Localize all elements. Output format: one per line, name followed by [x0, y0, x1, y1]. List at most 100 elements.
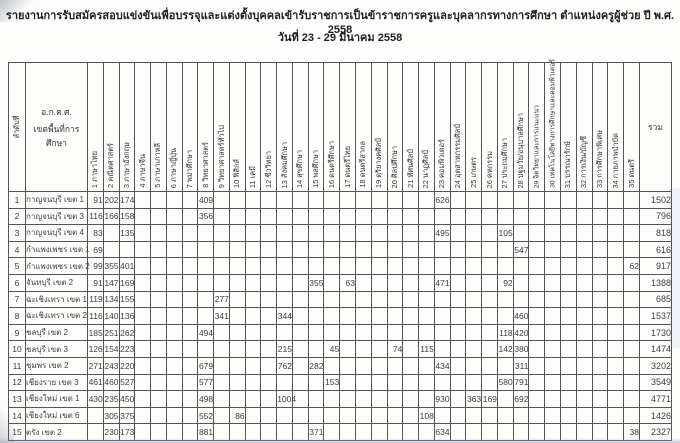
value-cell: 495	[433, 224, 451, 242]
value-cell	[260, 240, 278, 259]
value-cell	[607, 356, 625, 375]
value-cell	[418, 240, 435, 259]
value-cell	[607, 340, 625, 358]
value-cell	[575, 323, 593, 342]
value-cell	[591, 207, 609, 226]
value-cell	[528, 356, 546, 375]
value-cell: 62	[623, 257, 640, 275]
subject-column-label: 19 ดุริยางคศิลป์	[374, 138, 384, 188]
value-cell	[276, 290, 293, 309]
value-cell	[370, 240, 388, 259]
value-cell: 305	[102, 406, 120, 425]
value-cell	[244, 207, 262, 226]
value-cell	[591, 290, 609, 309]
value-cell	[512, 273, 530, 292]
value-cell	[465, 224, 483, 242]
value-cell	[323, 390, 341, 408]
area-name-cell: ชุมพร เขต 2	[25, 356, 88, 375]
total-cell: 1502	[639, 191, 672, 209]
value-cell	[291, 406, 309, 425]
value-cell	[244, 257, 262, 275]
value-cell	[496, 356, 514, 375]
value-cell	[575, 390, 593, 408]
row-number-header-cell: ลำดับที่	[8, 62, 26, 192]
value-cell	[181, 240, 199, 259]
value-cell	[544, 224, 561, 242]
row-number-cell: 2	[8, 207, 26, 226]
value-cell	[165, 273, 183, 292]
subject-column-label: 29 จิตวิทยาและการแนะแนว	[533, 104, 541, 188]
value-cell: 471	[433, 273, 451, 292]
value-cell	[607, 240, 625, 259]
value-cell	[276, 373, 293, 392]
value-cell	[339, 340, 357, 358]
value-cell	[228, 307, 246, 325]
value-cell	[528, 390, 546, 408]
subject-column-label: 30 เทคโนโลยีทางการศึกษาและคอมพิวเตอร์	[548, 59, 556, 188]
value-cell	[150, 356, 167, 375]
value-cell	[260, 323, 278, 342]
value-cell	[323, 257, 341, 275]
value-cell	[402, 273, 420, 292]
value-cell	[355, 406, 372, 425]
value-cell	[355, 240, 372, 259]
value-cell	[339, 191, 357, 209]
value-cell: 450	[118, 390, 136, 408]
area-name-cell: เชียงใหม่ เขต 1	[25, 390, 88, 408]
value-cell	[528, 191, 546, 209]
row-number-cell: 8	[8, 307, 26, 325]
value-cell	[418, 273, 435, 292]
value-cell	[307, 340, 325, 358]
value-cell	[181, 373, 199, 392]
subject-column-header-cell: 24 อุตสาหกรรมศิลป์	[449, 62, 467, 192]
value-cell	[528, 240, 546, 259]
subject-column-header-cell: 23 คอมพิวเตอร์	[433, 62, 451, 192]
value-cell	[528, 273, 546, 292]
value-cell	[402, 307, 420, 325]
value-cell	[433, 323, 451, 342]
value-cell	[213, 356, 230, 375]
subject-column-label: 17 ดนตรีไทย	[342, 146, 352, 188]
value-cell	[481, 290, 498, 309]
row-number-cell: 9	[8, 323, 26, 342]
value-cell	[165, 240, 183, 259]
subject-column-label: 21 ทัศนศิลป์	[405, 149, 415, 188]
value-cell	[244, 290, 262, 309]
subject-column-label: 35 ดนตรี	[626, 159, 636, 188]
value-cell	[213, 340, 230, 358]
total-cell: 4771	[639, 390, 672, 408]
value-cell	[260, 290, 278, 309]
value-cell	[150, 340, 167, 358]
value-cell	[276, 257, 293, 275]
value-cell	[134, 224, 152, 242]
value-cell	[181, 340, 199, 358]
value-cell: 223	[118, 340, 136, 358]
value-cell	[433, 257, 451, 275]
value-cell	[449, 240, 467, 259]
value-cell	[402, 240, 420, 259]
value-cell	[181, 307, 199, 325]
value-cell	[418, 390, 435, 408]
value-cell	[402, 207, 420, 226]
value-cell	[528, 224, 546, 242]
value-cell	[244, 191, 262, 209]
subject-column-label: 28 ปฐมวัย/อนุบาลศึกษา	[515, 112, 525, 189]
value-cell	[323, 290, 341, 309]
value-cell: 119	[87, 290, 104, 309]
value-cell	[591, 323, 609, 342]
table-row: 15 ตรัง เขต 2 230 173 881 371 634 38 2327	[8, 423, 672, 441]
subject-column-label: 24 อุตสาหกรรมศิลป์	[452, 123, 462, 188]
value-cell	[623, 224, 640, 242]
row-number-cell: 13	[8, 390, 26, 408]
table-row: 8 ฉะเชิงเทรา เขต 2 116 140 136 341 344 460 1537	[8, 307, 672, 325]
total-cell: 3549	[639, 373, 672, 392]
value-cell	[260, 207, 278, 226]
subject-column-label: 2 คณิตศาสตร์	[106, 143, 116, 188]
value-cell	[134, 240, 152, 259]
value-cell: 105	[496, 224, 514, 242]
value-cell	[276, 406, 293, 425]
value-cell	[339, 207, 357, 226]
value-cell: 580	[496, 373, 514, 392]
value-cell	[481, 373, 498, 392]
value-cell	[386, 207, 404, 226]
